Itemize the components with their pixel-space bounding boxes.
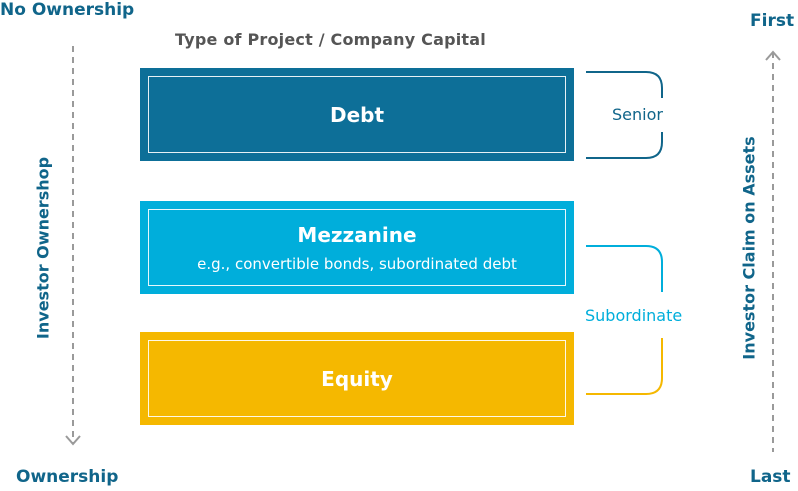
mezzanine-tier: Mezzanine e.g., convertible bonds, subor… bbox=[140, 201, 574, 294]
debt-tier: Debt bbox=[140, 68, 574, 161]
first-label: First bbox=[750, 11, 795, 31]
diagram-title: Type of Project / Company Capital bbox=[175, 30, 486, 49]
debt-tier-name: Debt bbox=[329, 102, 385, 127]
no-ownership-label: No Ownership bbox=[0, 0, 135, 20]
subordinate-bracket-bottom bbox=[586, 338, 663, 395]
last-label: Last bbox=[750, 467, 791, 487]
mezzanine-tier-subtitle: e.g., convertible bonds, subordinated de… bbox=[197, 254, 517, 273]
subordinate-bracket-top bbox=[586, 245, 663, 292]
equity-tier-name: Equity bbox=[321, 366, 393, 391]
mezzanine-tier-name: Mezzanine bbox=[297, 222, 417, 247]
left-arrowhead bbox=[65, 435, 81, 446]
senior-label: Senior bbox=[612, 105, 663, 124]
senior-bracket bbox=[586, 71, 663, 159]
right-arrowhead bbox=[765, 50, 781, 61]
ownership-label: Ownership bbox=[16, 467, 119, 487]
subordinate-label: Subordinate bbox=[585, 306, 683, 325]
equity-tier: Equity bbox=[140, 332, 574, 425]
